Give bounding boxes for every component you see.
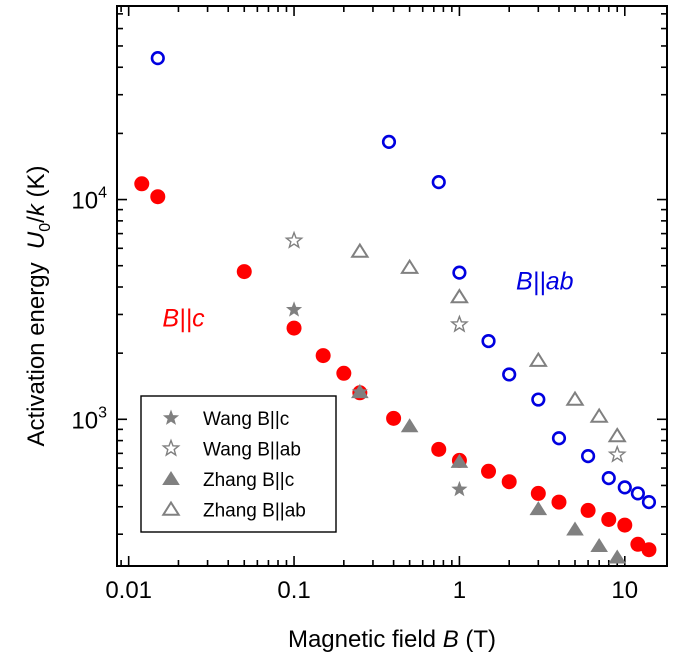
legend-marker (161, 438, 181, 457)
data-point (531, 392, 546, 407)
legend-label: Zhang B||ab (203, 501, 306, 522)
data-point (284, 230, 304, 249)
legend-label: Wang B||ab (203, 440, 301, 461)
data-point (630, 536, 646, 552)
data-point (590, 538, 608, 553)
data-points (134, 51, 657, 564)
y-axis-label-prefix: Activation energy (23, 249, 50, 446)
legend-marker (162, 409, 180, 425)
legend-marker (162, 471, 180, 485)
data-point (431, 441, 447, 457)
y-axis-label: Activation energy U0/k (K) (23, 165, 54, 446)
x-tick-label: 0.01 (105, 577, 152, 604)
data-point (589, 407, 609, 423)
y-tick-label-exponent: 3 (98, 404, 107, 421)
data-point (286, 320, 302, 336)
x-axis-label-variable: B (443, 626, 459, 653)
legend-label: Zhang B||c (203, 470, 294, 491)
plot-frame (116, 5, 668, 567)
data-point (134, 176, 150, 192)
data-point (641, 494, 657, 510)
series-annotation: B||c (162, 304, 205, 332)
x-tick-label: 1 (453, 577, 466, 604)
data-point (551, 431, 567, 446)
data-point (150, 51, 165, 66)
data-point (641, 542, 657, 558)
series-open-circle (150, 51, 657, 510)
data-point (449, 314, 469, 333)
data-point (565, 390, 585, 406)
data-point (580, 502, 596, 518)
legend: Wang B||c Wang B||ab Zhang B||c Zhang B||ab (140, 395, 337, 533)
data-point (607, 444, 627, 463)
data-point (381, 134, 397, 149)
data-point (150, 189, 166, 205)
y-tick-label-exponent: 4 (98, 185, 107, 202)
data-point (608, 549, 627, 564)
series-filled-triangle (351, 384, 627, 564)
data-point (630, 486, 645, 501)
data-point (452, 265, 467, 280)
data-point (566, 521, 584, 536)
x-axis-label-unit: (T) (459, 626, 496, 653)
data-point (580, 449, 596, 464)
data-point (351, 384, 369, 399)
x-axis-label-prefix: Magnetic field (288, 626, 443, 653)
axis-ticks (117, 6, 667, 566)
data-point (386, 410, 402, 426)
legend-marker (161, 500, 181, 516)
data-point (529, 501, 548, 516)
data-point (607, 427, 627, 443)
data-point (450, 453, 469, 468)
data-point (530, 485, 546, 501)
data-point (481, 463, 497, 479)
legend-label: Wang B||c (203, 409, 289, 430)
data-point (617, 480, 632, 495)
y-tick-label: 104 (71, 185, 107, 215)
data-point (449, 288, 469, 304)
y-tick-label-base: 10 (71, 407, 98, 434)
y-axis-label-slash: / (23, 216, 50, 223)
data-point (551, 494, 567, 510)
y-axis-label-unit: (K) (23, 165, 50, 204)
x-tick-label: 0.1 (277, 577, 310, 604)
x-tick-label: 10 (611, 577, 638, 604)
data-point (528, 351, 548, 367)
data-point (285, 301, 303, 317)
data-point (400, 418, 419, 433)
series-annotations: B||c B||ab (162, 267, 573, 332)
data-point (481, 333, 496, 349)
plot-frame-box (116, 5, 668, 567)
y-axis-label-k: k (23, 202, 50, 216)
x-axis-label: Magnetic field B (T) (288, 626, 496, 653)
data-point (350, 242, 370, 258)
y-axis-label-u: U (23, 231, 50, 249)
y-tick-label-base: 10 (71, 188, 98, 215)
y-axis-label-subscript: 0 (37, 223, 54, 232)
data-point (236, 264, 252, 280)
data-point (315, 348, 331, 364)
data-point (502, 367, 517, 382)
data-point (617, 517, 633, 533)
data-point (601, 471, 616, 486)
data-point (400, 258, 420, 274)
series-annotation: B||ab (516, 267, 574, 295)
series-open-star (284, 230, 627, 463)
data-point (451, 480, 468, 497)
series-open-triangle (350, 242, 627, 443)
data-point (501, 474, 517, 490)
data-point (431, 175, 446, 190)
data-point (601, 511, 617, 527)
y-tick-label: 103 (71, 404, 107, 434)
data-point (336, 365, 352, 381)
